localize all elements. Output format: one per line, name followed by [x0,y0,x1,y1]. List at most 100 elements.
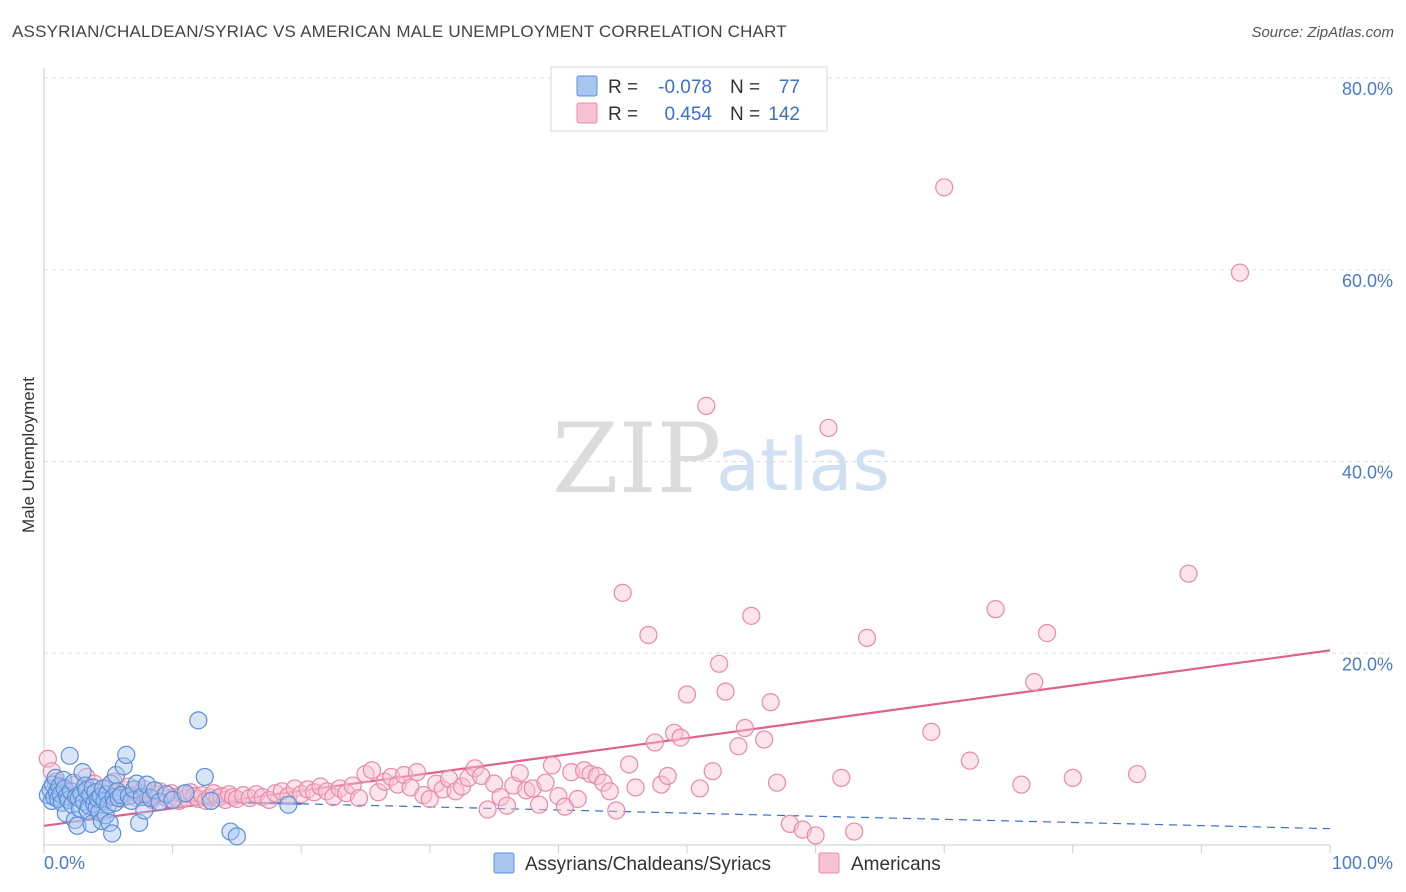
assyrians-point [114,757,133,776]
assyrians-point [68,816,87,835]
americans-point [922,722,941,741]
watermark: ZIP atlas [552,403,890,515]
americans-point [690,779,709,798]
americans-point [536,773,555,792]
americans-point [710,654,729,673]
assyrians-point [145,781,164,800]
legend-swatch-blue [576,75,598,97]
americans-point [1230,263,1250,282]
americans-point [1179,564,1198,583]
americans-point [1127,764,1147,784]
y-axis-label: Male Unemployment [19,377,38,533]
legend-r-value: -0.078 [658,77,712,98]
y-tick-label: 40.0% [1342,463,1393,483]
tick-labels: 20.0% 40.0% 60.0% 80.0% 0.0% 100.0% [44,79,1393,873]
legend-r-label: R = [608,77,638,98]
americans-points [38,178,1250,845]
americans-point [568,789,587,809]
assyrians-point [117,745,136,764]
assyrians-points [38,711,298,846]
americans-point [960,751,980,770]
americans-point [755,730,774,749]
axes [43,68,1331,853]
legend-n-value: 142 [768,104,800,125]
americans-point [1012,775,1031,794]
legend-n-label: N = [730,104,760,125]
americans-point [935,178,954,197]
watermark-atlas: atlas [716,423,890,507]
americans-point [645,733,664,752]
americans-point [767,773,787,792]
americans-point [407,763,427,782]
chart-title: ASSYRIAN/CHALDEAN/SYRIAC VS AMERICAN MAL… [12,22,787,41]
x-tick-label: 0.0% [44,853,85,873]
americans-point [581,764,600,784]
assyrians-point [122,791,141,810]
y-tick-label: 20.0% [1342,654,1393,674]
americans-point [259,790,279,810]
americans-point [600,782,619,801]
americans-point [587,766,607,786]
assyrians-point [227,827,246,846]
assyrians-point [176,784,195,803]
americans-point [832,768,851,787]
americans-point [1063,768,1082,787]
assyrians-point [103,824,122,843]
assyrians-point [279,795,298,814]
y-tick-label: 80.0% [1342,79,1393,99]
americans-point [639,625,658,645]
americans-point [845,822,864,841]
americans-point [620,755,639,774]
source-label: Source: ZipAtlas.com [1251,24,1394,41]
americans-point [542,756,562,775]
americans-point [478,800,497,819]
y-tick-label: 60.0% [1342,271,1393,291]
assyrians-trend-extension [301,803,1331,830]
americans-point [703,762,722,781]
americans-point [613,583,632,602]
assyrians-point [189,711,208,730]
series-legend-label: Assyrians/Chaldeans/Syriacs [525,854,771,875]
assyrians-point [100,813,119,833]
americans-point [1025,672,1044,692]
americans-point [497,796,517,815]
americans-point [735,718,754,738]
legend-swatch-pink [576,102,598,124]
series-legend-label: Americans [851,854,941,875]
series-legend: Assyrians/Chaldeans/Syriacs Americans [493,852,941,875]
series-legend-swatch-pink [818,852,840,874]
americans-point [671,728,690,747]
assyrians-point [73,763,92,782]
americans-point [742,606,761,625]
americans-point [362,761,382,780]
americans-point [697,396,716,415]
americans-point [761,693,780,712]
americans-point [857,628,877,648]
assyrians-point [195,767,214,787]
americans-point [729,737,748,756]
americans-point [510,763,529,783]
legend-n-value: 77 [779,77,800,98]
legend-r-value: 0.454 [664,104,712,125]
americans-point [986,600,1005,619]
americans-point [549,787,568,806]
americans-point [349,788,369,808]
watermark-zip: ZIP [552,403,721,515]
americans-point [1037,624,1057,643]
x-tick-label: 100.0% [1332,853,1393,873]
series-legend-swatch-blue [493,852,515,874]
americans-point [658,766,677,786]
americans-point [677,685,697,704]
americans-point [716,682,735,701]
legend-r-label: R = [608,104,638,125]
assyrians-point [202,791,221,810]
americans-point [819,418,838,438]
americans-point [607,801,626,820]
americans-point [517,781,536,800]
americans-point [369,783,388,802]
legend-n-label: N = [730,77,760,98]
americans-point [420,789,439,809]
assyrians-point [60,746,79,765]
americans-point [530,795,549,814]
